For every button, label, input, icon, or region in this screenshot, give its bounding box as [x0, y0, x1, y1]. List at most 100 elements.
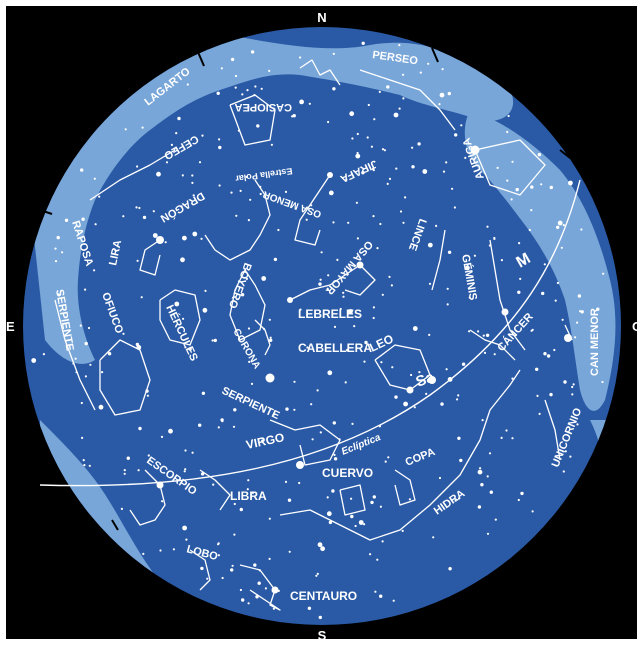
- background-star: [277, 228, 280, 232]
- background-star: [457, 436, 461, 440]
- background-star: [268, 517, 271, 520]
- background-star: [446, 287, 449, 290]
- background-star: [464, 156, 467, 159]
- background-star: [554, 299, 557, 302]
- background-star: [84, 341, 88, 346]
- background-star: [372, 306, 375, 309]
- background-star: [332, 87, 336, 91]
- background-star: [409, 245, 412, 248]
- background-star: [310, 204, 313, 207]
- background-star: [339, 307, 342, 311]
- background-star: [247, 105, 250, 108]
- background-star: [310, 403, 313, 406]
- background-star: [152, 233, 158, 238]
- background-star: [98, 195, 101, 198]
- background-star: [393, 112, 399, 118]
- background-star: [57, 293, 60, 296]
- background-star: [369, 553, 372, 556]
- background-star: [602, 272, 605, 275]
- background-star: [358, 520, 364, 525]
- background-star: [232, 425, 236, 428]
- background-star: [511, 437, 514, 440]
- background-star: [568, 180, 573, 186]
- background-star: [136, 165, 139, 168]
- background-star: [191, 181, 194, 184]
- background-star: [221, 420, 224, 423]
- background-star: [338, 438, 341, 441]
- background-star: [511, 377, 514, 380]
- background-star: [156, 171, 161, 177]
- background-star: [250, 50, 255, 54]
- background-star: [494, 518, 497, 521]
- background-star: [493, 237, 496, 240]
- background-star: [535, 367, 539, 371]
- background-star: [305, 218, 308, 221]
- background-star: [255, 595, 259, 599]
- background-star: [488, 244, 491, 247]
- background-star: [530, 209, 533, 212]
- background-star: [496, 166, 499, 169]
- background-star: [98, 404, 104, 410]
- background-star: [351, 137, 354, 140]
- background-star: [320, 251, 323, 254]
- background-star: [200, 237, 203, 240]
- background-star: [247, 219, 250, 222]
- background-star: [136, 259, 139, 262]
- background-star: [536, 394, 539, 397]
- background-star: [388, 177, 392, 180]
- background-star: [152, 210, 155, 213]
- background-star: [332, 221, 335, 224]
- background-star: [316, 572, 319, 576]
- background-star: [172, 548, 175, 551]
- background-star: [217, 542, 220, 545]
- background-star: [438, 103, 441, 106]
- background-star: [447, 91, 451, 96]
- hidra-lines: [279, 369, 521, 541]
- background-star: [307, 606, 312, 610]
- background-star: [447, 250, 452, 254]
- background-star: [520, 491, 524, 496]
- background-star: [519, 277, 522, 280]
- background-star: [481, 419, 484, 422]
- background-star: [477, 330, 480, 333]
- background-star: [473, 254, 476, 257]
- background-star: [355, 153, 361, 159]
- background-star: [159, 549, 162, 552]
- background-star: [56, 235, 60, 240]
- background-star: [549, 392, 553, 397]
- background-star: [74, 357, 77, 360]
- background-star: [123, 469, 126, 472]
- background-star: [510, 198, 513, 201]
- background-star: [486, 532, 490, 535]
- star-regulus: [406, 386, 414, 394]
- star-alkaid: [287, 297, 293, 303]
- background-star: [61, 251, 64, 254]
- lira-lines: [139, 239, 161, 276]
- background-star: [293, 380, 296, 383]
- background-star: [230, 57, 235, 62]
- star-dubhe: [356, 261, 364, 269]
- background-star: [553, 348, 556, 352]
- background-star: [446, 303, 449, 306]
- background-star: [411, 165, 415, 169]
- background-star: [560, 246, 563, 249]
- background-star: [269, 338, 273, 342]
- background-star: [356, 151, 359, 155]
- constellation-label-lebreles: LEBRELES: [298, 307, 362, 321]
- serpiente-e-lines: [54, 299, 96, 411]
- bright-stars: [156, 145, 572, 594]
- direction-east: E: [6, 319, 15, 334]
- background-star: [438, 476, 442, 480]
- background-star: [386, 85, 390, 89]
- background-star: [528, 228, 531, 232]
- osa-menor-lines: [294, 174, 331, 246]
- constellation-label-cuervo: CUERVO: [322, 466, 373, 480]
- background-star: [428, 282, 432, 285]
- background-star: [427, 62, 430, 65]
- background-star: [515, 187, 519, 192]
- background-star: [601, 380, 604, 384]
- background-star: [81, 436, 84, 439]
- background-star: [486, 225, 489, 228]
- background-star: [93, 177, 96, 180]
